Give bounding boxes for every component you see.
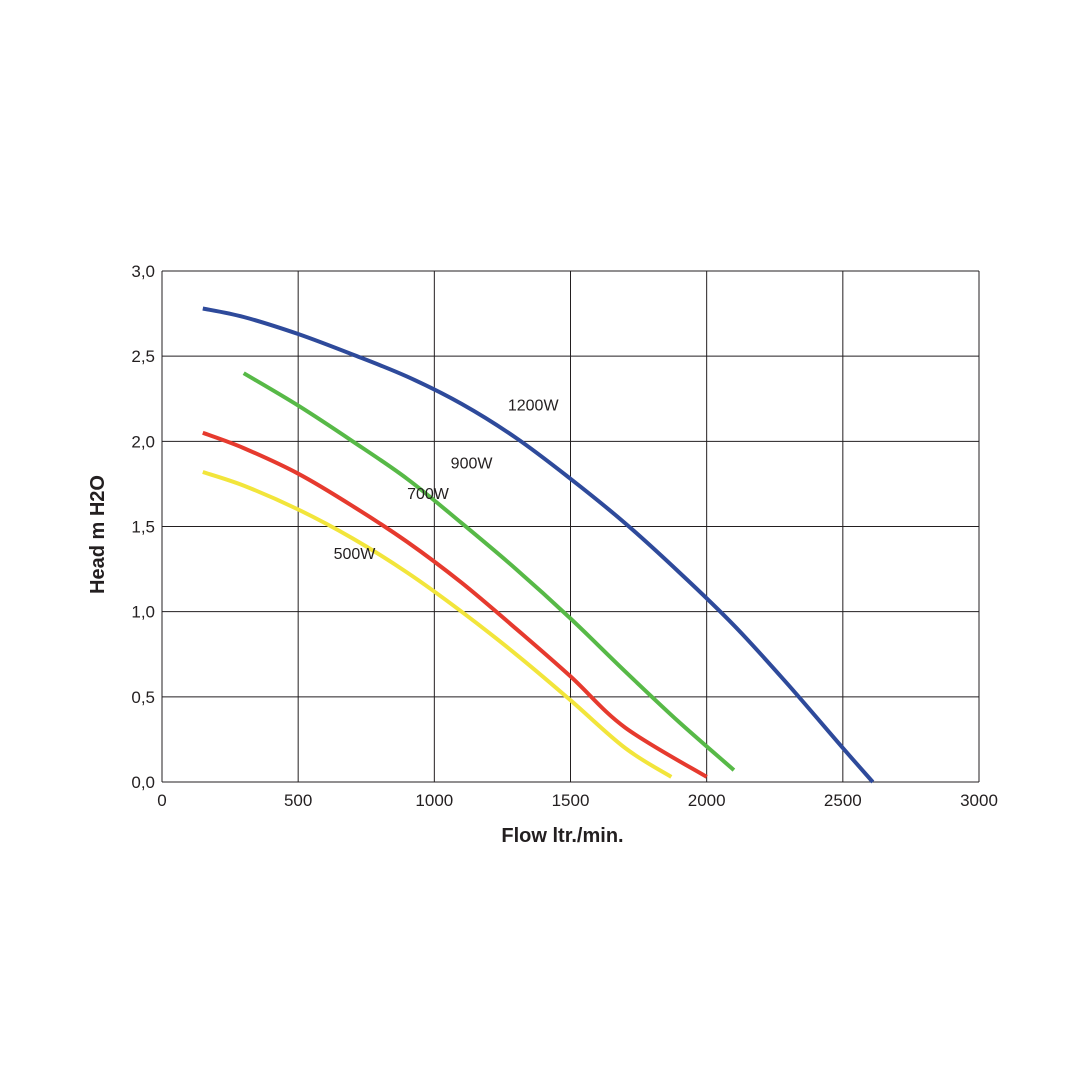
y-tick-label: 2,0: [131, 432, 155, 451]
series-line-1200w: [202, 306, 875, 784]
series-line-900w: [242, 371, 736, 772]
series-label-1200w: 1200W: [508, 398, 560, 415]
series-label-900w: 900W: [451, 456, 494, 473]
x-axis-title: Flow ltr./min.: [501, 825, 623, 847]
y-tick-label: 1,5: [131, 518, 155, 537]
y-tick-label: 0,0: [131, 773, 155, 792]
series-label-500w: 500W: [334, 546, 377, 563]
x-tick-label: 2000: [688, 791, 726, 810]
series-lines: [202, 306, 875, 784]
x-tick-label: 1500: [552, 791, 590, 810]
y-tick-label: 2,5: [131, 347, 155, 366]
series-line-500w: [202, 470, 673, 779]
y-tick-label: 0,5: [131, 688, 155, 707]
y-tick-label: 3,0: [131, 262, 155, 281]
tick-labels: 0 500 1000 1500 2000 2500 3000 0,0 0,5 1,0 1,5 2,0 2…: [131, 262, 998, 810]
y-axis-title: Head m H2O: [87, 475, 109, 594]
series-line-700w: [202, 430, 708, 779]
x-tick-label: 0: [157, 791, 166, 810]
x-tick-label: 500: [284, 791, 312, 810]
y-tick-label: 1,0: [131, 603, 155, 622]
x-tick-label: 3000: [960, 791, 998, 810]
x-tick-label: 2500: [824, 791, 862, 810]
x-tick-label: 1000: [415, 791, 453, 810]
grid: [161, 270, 980, 783]
series-label-700w: 700W: [407, 486, 450, 503]
